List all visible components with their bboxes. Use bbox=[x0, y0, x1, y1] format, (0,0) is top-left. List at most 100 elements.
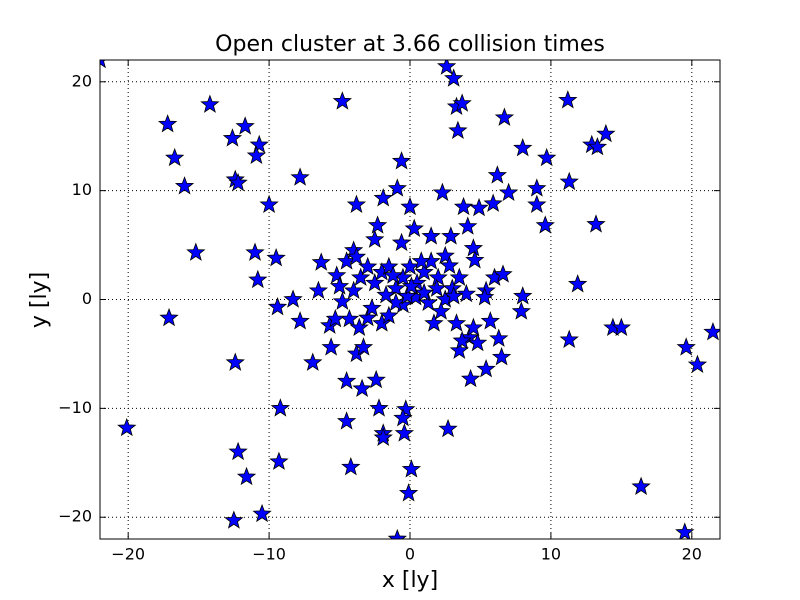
star-point bbox=[343, 280, 364, 299]
star-point bbox=[436, 60, 457, 75]
star-point bbox=[513, 138, 533, 157]
star-point bbox=[414, 282, 434, 302]
star-point bbox=[372, 313, 392, 332]
star-point bbox=[387, 178, 407, 197]
star-point bbox=[396, 399, 416, 418]
star-point bbox=[432, 182, 453, 202]
star-point bbox=[452, 93, 472, 112]
star-point bbox=[480, 311, 500, 330]
star-point bbox=[611, 317, 632, 337]
star-point bbox=[393, 408, 413, 427]
star-point bbox=[456, 283, 477, 303]
star-point bbox=[441, 226, 461, 245]
star-point bbox=[249, 134, 269, 154]
star-point bbox=[465, 250, 485, 269]
star-point bbox=[290, 311, 310, 330]
star-point bbox=[246, 145, 267, 165]
star-point bbox=[308, 280, 329, 299]
star-point bbox=[428, 267, 448, 286]
x-tick-label: 20 bbox=[682, 545, 702, 564]
star-point bbox=[511, 301, 531, 320]
y-tick-label: 20 bbox=[72, 71, 92, 90]
star-point bbox=[535, 215, 555, 234]
star-point bbox=[353, 337, 374, 356]
star-point bbox=[398, 483, 419, 502]
star-point bbox=[349, 317, 369, 337]
star-point bbox=[329, 276, 350, 295]
star-point bbox=[165, 147, 185, 167]
star-point bbox=[446, 313, 467, 332]
star-point bbox=[444, 286, 464, 305]
star-point bbox=[401, 276, 422, 295]
y-tick-label: 0 bbox=[82, 289, 92, 308]
star-point bbox=[394, 423, 415, 442]
star-point bbox=[469, 197, 489, 217]
star-point bbox=[174, 176, 195, 195]
star-point bbox=[321, 337, 341, 356]
star-point bbox=[387, 528, 407, 539]
star-point bbox=[311, 252, 331, 271]
star-point bbox=[438, 418, 458, 438]
star-point bbox=[431, 301, 451, 320]
star-point bbox=[225, 352, 245, 371]
star-point bbox=[351, 267, 371, 286]
star-point bbox=[587, 136, 608, 156]
star-point bbox=[391, 232, 412, 252]
star-point bbox=[487, 165, 508, 184]
star-point bbox=[270, 398, 291, 417]
star-point bbox=[463, 238, 484, 257]
star-point bbox=[157, 114, 178, 133]
star-point bbox=[527, 178, 547, 197]
star-point bbox=[117, 417, 137, 437]
star-point bbox=[391, 151, 412, 170]
star-point bbox=[383, 265, 403, 284]
star-point bbox=[568, 274, 588, 293]
star-point bbox=[159, 307, 179, 327]
star-point bbox=[400, 196, 420, 216]
x-axis-label: x [ly] bbox=[382, 568, 438, 593]
star-point bbox=[200, 94, 220, 113]
star-point bbox=[463, 317, 484, 337]
star-point bbox=[373, 427, 393, 446]
star-point bbox=[303, 352, 323, 371]
x-tick-label: 10 bbox=[541, 545, 561, 564]
star-point bbox=[703, 322, 720, 341]
ticks: −20 −10 0 10 20 −20 −10 0 10 20 bbox=[58, 60, 720, 564]
star-point bbox=[494, 107, 515, 126]
star-point bbox=[373, 188, 393, 207]
star-point bbox=[341, 457, 361, 476]
y-tick-label: −20 bbox=[58, 507, 92, 526]
star-point bbox=[537, 147, 557, 167]
star-point bbox=[449, 267, 469, 286]
points bbox=[100, 60, 720, 539]
star-point bbox=[100, 60, 106, 69]
star-point bbox=[332, 291, 353, 310]
grid bbox=[100, 60, 720, 539]
star-point bbox=[404, 218, 424, 237]
star-point bbox=[290, 167, 310, 186]
star-point bbox=[411, 251, 431, 270]
star-point bbox=[267, 296, 288, 316]
star-point bbox=[596, 123, 616, 143]
star-point bbox=[493, 264, 513, 283]
star-point bbox=[235, 116, 255, 135]
star-point bbox=[400, 256, 420, 276]
star-point bbox=[283, 289, 303, 308]
star-point bbox=[248, 269, 268, 289]
star-point bbox=[448, 120, 468, 139]
x-tick-label: −10 bbox=[252, 545, 286, 564]
star-point bbox=[379, 305, 399, 325]
star-point bbox=[558, 90, 578, 109]
star-point bbox=[336, 371, 357, 390]
star-point bbox=[444, 68, 464, 87]
y-axis-label: y [ly] bbox=[27, 272, 52, 328]
x-tick-label: −20 bbox=[111, 545, 145, 564]
star-point bbox=[453, 196, 474, 216]
star-point bbox=[418, 292, 438, 311]
star-point bbox=[386, 278, 406, 297]
x-tick-label: 0 bbox=[405, 545, 415, 564]
star-point bbox=[228, 172, 248, 192]
star-point bbox=[491, 347, 512, 366]
star-point bbox=[367, 215, 388, 234]
